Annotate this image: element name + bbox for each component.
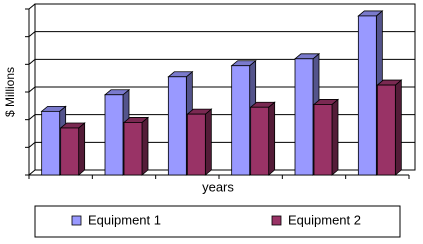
bar xyxy=(250,106,270,176)
grid-line xyxy=(28,58,415,65)
bar xyxy=(41,110,61,176)
bar xyxy=(104,94,124,176)
bar xyxy=(167,76,187,176)
grid-line xyxy=(28,169,415,176)
bar-side xyxy=(141,116,149,176)
bar-side xyxy=(331,98,339,176)
bar xyxy=(294,58,314,176)
bar-side xyxy=(204,108,212,176)
grid-line xyxy=(28,114,415,121)
bar-side xyxy=(268,101,276,176)
y-axis-label: $ Millions xyxy=(3,67,17,117)
legend-swatch xyxy=(271,215,282,226)
grid-line xyxy=(28,3,415,10)
bar-side xyxy=(78,122,86,176)
grid-line xyxy=(28,31,415,38)
bar xyxy=(357,15,377,176)
legend-box xyxy=(34,205,401,238)
grid-line xyxy=(28,141,415,148)
bar xyxy=(123,122,143,176)
legend-label: Equipment 1 xyxy=(88,212,161,227)
grid-line xyxy=(28,86,415,93)
bar xyxy=(231,65,251,176)
bar xyxy=(186,113,206,176)
bar xyxy=(376,84,396,176)
bar xyxy=(313,104,333,176)
bar-side xyxy=(394,79,402,176)
legend-label: Equipment 2 xyxy=(288,212,361,227)
bar xyxy=(60,127,80,176)
legend-swatch xyxy=(71,215,82,226)
x-axis-label: years xyxy=(202,179,234,194)
